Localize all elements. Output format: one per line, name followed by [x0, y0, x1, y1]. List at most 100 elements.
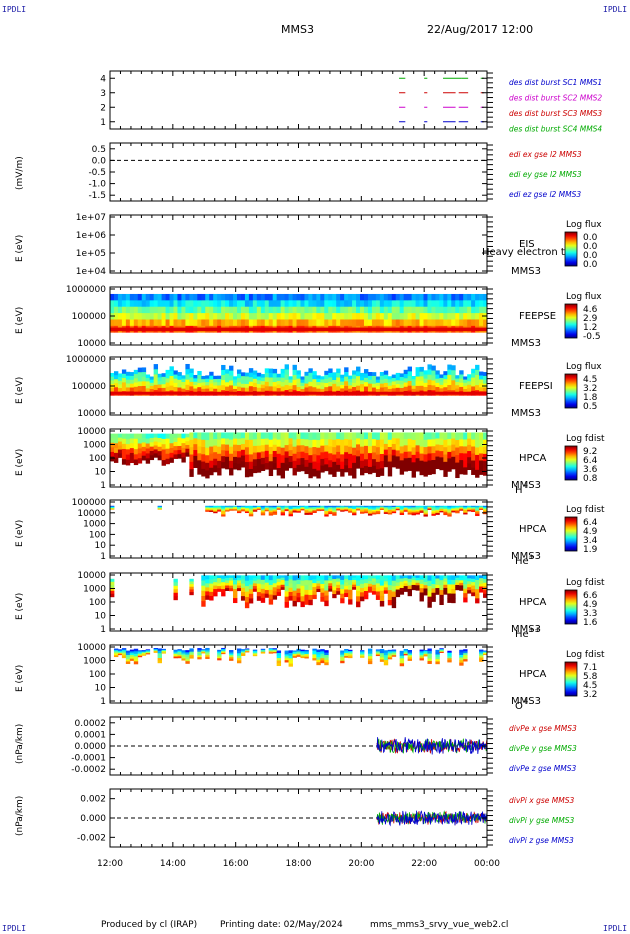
spectrogram-cell — [272, 438, 278, 446]
spectrogram-cell — [332, 376, 337, 381]
spectrogram-cell — [308, 377, 313, 383]
y-tick-label: -0.0001 — [71, 754, 106, 764]
spectrogram-cell — [395, 505, 401, 507]
spectrogram-cell — [455, 577, 460, 581]
y-axis-label: (mV/m) — [15, 156, 25, 190]
spectrogram-cell — [379, 655, 385, 658]
spectrogram-cell — [459, 439, 464, 447]
spectrogram-cell — [272, 583, 278, 588]
spectrogram-cell — [260, 432, 266, 440]
spectrogram-cell — [221, 319, 226, 327]
colorbar-tick-label: 3.3 — [583, 609, 597, 619]
spectrogram-cell — [165, 448, 170, 455]
spectrogram-cell — [292, 467, 297, 476]
spectrogram-cell — [391, 313, 397, 320]
spectrogram-cell — [463, 382, 468, 387]
spectrogram-cell — [427, 439, 432, 447]
spectrogram-cell — [141, 376, 147, 382]
spectrogram-cell — [360, 509, 365, 512]
spectrogram-cell — [328, 446, 333, 454]
spectrogram-cell — [209, 460, 214, 469]
spectrogram-cell — [387, 306, 393, 314]
y-tick-label: 10 — [95, 541, 107, 551]
spectrogram-cell — [213, 465, 218, 473]
spectrogram-cell — [121, 378, 127, 383]
spectrogram-cell — [387, 319, 393, 327]
spectrogram-cell — [403, 583, 409, 587]
spectrogram-cell — [197, 375, 202, 380]
spectrogram-cell — [276, 655, 282, 659]
spectrogram-cell — [125, 444, 131, 450]
spectrogram-cell — [137, 300, 143, 308]
spectrogram-cell — [459, 654, 464, 658]
spectrogram-cell — [383, 581, 389, 585]
spectrogram-cell — [240, 372, 246, 377]
spectrogram-cell — [439, 313, 444, 320]
y-tick-label: 0.0 — [92, 156, 107, 166]
spectrogram-cell — [379, 508, 385, 510]
spectrogram-cell — [431, 306, 436, 314]
spectrogram-cell — [419, 300, 424, 308]
spectrogram-cell — [129, 433, 135, 439]
spectrogram-cell — [340, 439, 345, 448]
spectrogram-cell — [129, 372, 135, 377]
spectrogram-cell — [185, 369, 190, 375]
spectrogram-cell — [217, 453, 222, 462]
y-axis-label: E (eV) — [15, 307, 25, 334]
spectrogram-cell — [260, 513, 266, 516]
spectrogram-cell — [304, 383, 309, 388]
spectrogram-cell — [137, 650, 143, 652]
spectrogram-cell — [415, 438, 420, 446]
spectrogram-cell — [244, 580, 250, 587]
spectrogram-cell — [110, 372, 115, 378]
spectrogram-cell — [451, 507, 456, 510]
spectrogram-cell — [229, 588, 234, 592]
spectrogram-cell — [181, 655, 186, 658]
spectrogram-cell — [451, 450, 456, 458]
spectrogram-cell — [463, 376, 468, 380]
spectrogram-cell — [447, 313, 452, 320]
spectrogram-cell — [352, 582, 357, 586]
spectrogram-cell — [272, 368, 278, 374]
spectrogram-cell — [272, 505, 278, 508]
spectrogram-cell — [185, 306, 190, 314]
spectrogram-cell — [229, 577, 234, 581]
spectrogram-cell — [320, 508, 325, 511]
spectrogram-cell — [320, 649, 325, 652]
spectrogram-cell — [129, 452, 135, 459]
spectrogram-cell — [225, 580, 230, 584]
spectrogram-cell — [300, 656, 305, 659]
spectrogram-cell — [344, 509, 349, 511]
spectrogram-cell — [340, 579, 345, 585]
spectrogram-cell — [407, 385, 412, 391]
spectrogram-cell — [483, 590, 488, 595]
spectrogram-cell — [304, 513, 309, 515]
spectrogram-cell — [284, 656, 289, 659]
spectrogram-cell — [240, 649, 246, 651]
spectrogram-cell — [133, 313, 139, 320]
spectrogram-cell — [383, 461, 389, 468]
spectrogram-cell — [189, 461, 194, 470]
spectrogram-cell — [276, 506, 282, 508]
spectrogram-cell — [304, 446, 309, 454]
spectrogram-cell — [483, 575, 488, 580]
spectrogram-cell — [375, 439, 381, 448]
spectrogram-cell — [336, 507, 341, 510]
spectrogram-cell — [391, 384, 397, 389]
y-tick-label: 10 — [95, 684, 107, 694]
spectrogram-cell — [110, 447, 115, 453]
spectrogram-cell — [205, 313, 210, 320]
colorbar-title: Log fdist — [566, 650, 605, 660]
spectrogram-cell — [379, 649, 385, 652]
spectrogram-cell — [129, 438, 135, 444]
spectrogram-cell — [459, 509, 464, 511]
spectrogram-cell — [367, 575, 373, 579]
spectrogram-cell — [328, 372, 333, 378]
spectrogram-cell — [371, 293, 377, 301]
spectrogram-cell — [375, 461, 381, 470]
spectrogram-cell — [403, 588, 409, 592]
spectrogram-cell — [308, 510, 313, 512]
spectrogram-cell — [344, 585, 349, 590]
spectrogram-cell — [316, 580, 321, 584]
spectrogram-cell — [284, 654, 289, 657]
